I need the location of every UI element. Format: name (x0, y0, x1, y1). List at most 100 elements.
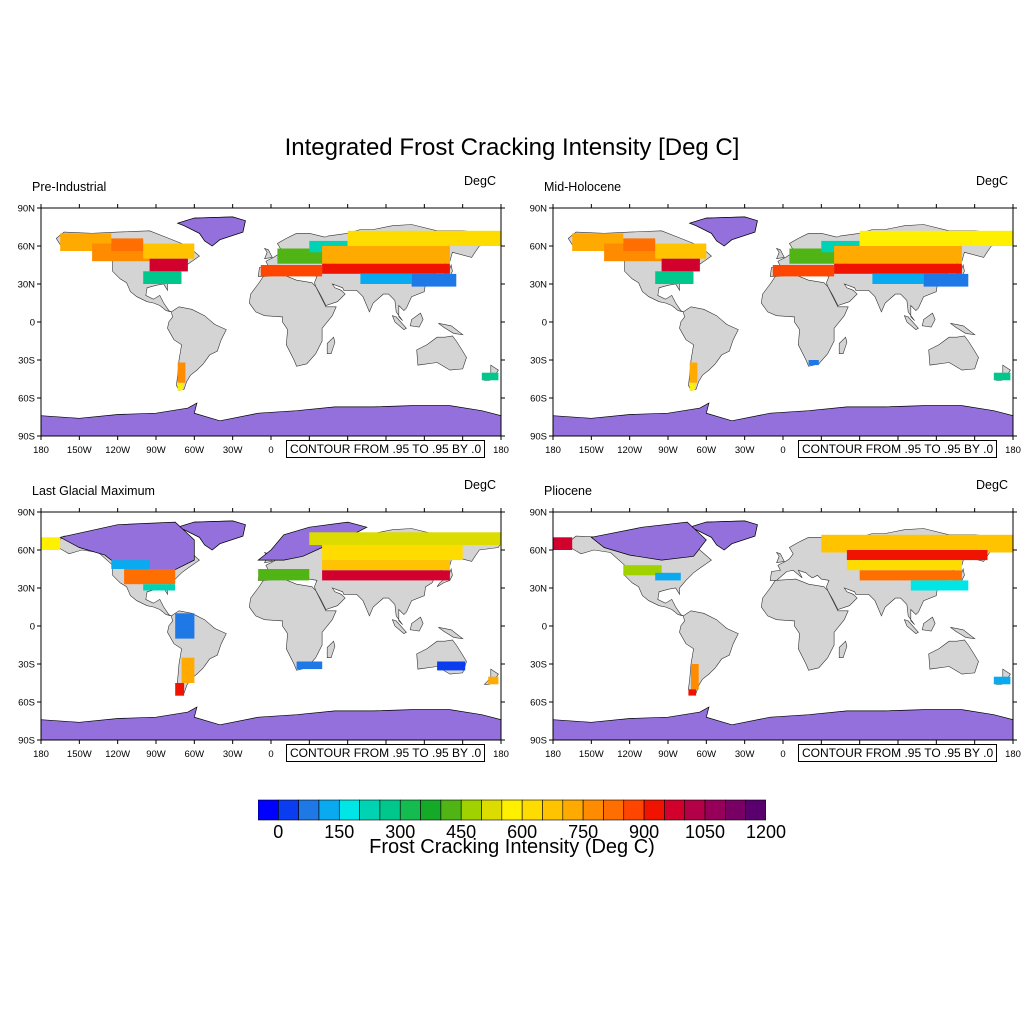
colorbar-swatch (582, 799, 604, 821)
land-madagascar (326, 336, 336, 354)
land-sumatra (391, 619, 407, 634)
map-plot: 90N 60N 30N 0 30S 60S 90S 180 150W 120W 90W 60W 30W 0… (530, 204, 1021, 457)
fci-field (553, 537, 573, 550)
colorbar-swatch (298, 799, 320, 821)
fci-field (309, 532, 501, 545)
fci-field (834, 263, 962, 274)
colorbar-title: Frost Cracking Intensity (Deg C) (369, 836, 655, 858)
fci-field (689, 382, 695, 391)
fci-field (296, 661, 323, 670)
lat-label: 30S (18, 356, 35, 367)
colorbar-swatch (338, 799, 360, 821)
lon-label: 30W (223, 749, 243, 760)
panel-units: DegC (464, 478, 496, 492)
lon-label: 180 (493, 749, 509, 760)
lat-label: 60S (530, 698, 547, 709)
fci-field (689, 362, 698, 383)
land-japan (436, 567, 453, 587)
lat-label: 60N (530, 546, 548, 557)
colorbar-swatch (440, 799, 462, 821)
lat-label: 90N (18, 508, 36, 519)
lon-label: 120W (105, 749, 130, 760)
fci-field (910, 580, 969, 591)
lon-label: 90W (146, 445, 166, 456)
lon-label: 180 (1005, 749, 1021, 760)
land-borneo (409, 312, 424, 328)
colorbar-swatch (420, 799, 442, 821)
colorbar-swatch (521, 799, 543, 821)
land-madagascar (838, 640, 848, 658)
lon-label: 0 (780, 445, 785, 456)
panel-last-glacial-maximum: Last Glacial Maximum DegC 90N 60N 30N 0 30S 6… (10, 478, 510, 774)
colorbar-tick-label: 750 (568, 822, 599, 842)
fci-field (846, 550, 988, 561)
fci-field (993, 676, 1011, 685)
fci-field (177, 362, 186, 383)
map-plot: 90N 60N 30N 0 30S 60S 90S 180 150W 120W 90W 60W 30W 0… (18, 204, 509, 457)
lat-label: 30N (18, 584, 36, 595)
fci-field (111, 238, 144, 252)
land-britain (775, 551, 785, 564)
land-madagascar (838, 336, 848, 354)
lon-label: 0 (268, 445, 273, 456)
fci-field (41, 537, 61, 550)
lat-label: 30N (530, 584, 548, 595)
fci-field (872, 273, 924, 284)
fci-field (322, 544, 463, 561)
panel-title: Pliocene (544, 484, 592, 498)
panel-pliocene: Pliocene DegC 90N 60N 30N 0 30S 60S 90S 180 150W… (522, 478, 1022, 774)
lat-label: 30N (530, 280, 548, 291)
lon-label: 90W (658, 445, 678, 456)
fci-field (691, 664, 699, 690)
lon-label: 180 (33, 445, 49, 456)
colorbar-tick-label: 1200 (745, 822, 787, 842)
fci-field (143, 271, 182, 284)
lat-label: 60S (18, 394, 35, 405)
panel-title: Pre-Industrial (32, 180, 107, 194)
land-new-guinea (438, 323, 464, 336)
lat-label: 0 (30, 318, 35, 329)
colorbar-swatch (623, 799, 645, 821)
lat-label: 90N (530, 204, 548, 215)
fci-field (655, 271, 694, 284)
lon-label: 30W (223, 445, 243, 456)
fci-field (859, 230, 1013, 246)
lat-label: 30S (18, 660, 35, 671)
fci-field (322, 560, 450, 571)
panel-title: Mid-Holocene (544, 180, 622, 194)
fci-field (177, 382, 183, 391)
lat-label: 90S (530, 432, 547, 443)
fci-field (411, 273, 457, 287)
lon-label: 180 (33, 749, 49, 760)
land-borneo (921, 616, 936, 632)
fci-field (175, 683, 185, 696)
lon-label: 150W (579, 445, 604, 456)
contour-info-box: CONTOUR FROM .95 TO .95 BY .0 (286, 744, 486, 762)
panel-pre-industrial: Pre-Industrial DegC 90N 60N 30N 0 30S 60S 90S 1… (10, 174, 510, 470)
fci-field (143, 243, 195, 259)
land-borneo (409, 616, 424, 632)
lat-label: 0 (542, 622, 547, 633)
lat-label: 0 (30, 622, 35, 633)
fci-field (437, 661, 466, 671)
fci-field (623, 238, 656, 252)
fci-field (258, 569, 310, 581)
fci-field (322, 263, 450, 274)
colorbar-swatch (501, 799, 523, 821)
colorbar-tick-label: 450 (446, 822, 477, 842)
lon-label: 180 (545, 445, 561, 456)
contour-info-box: CONTOUR FROM .95 TO .95 BY .0 (798, 744, 998, 762)
colorbar-swatch (258, 799, 279, 821)
colorbar-swatch (481, 799, 503, 821)
colorbar-tick-label: 0 (273, 822, 284, 842)
lat-label: 90S (18, 432, 35, 443)
land-sumatra (391, 315, 407, 330)
lon-label: 90W (146, 749, 166, 760)
colorbar-swatch (318, 799, 340, 821)
land-britain (775, 247, 785, 260)
colorbar-swatch (704, 799, 726, 821)
figure-title: Integrated Frost Cracking Intensity [Deg… (284, 134, 740, 161)
fci-field (360, 273, 412, 284)
land-britain (263, 247, 273, 260)
land-new-guinea (438, 627, 464, 640)
